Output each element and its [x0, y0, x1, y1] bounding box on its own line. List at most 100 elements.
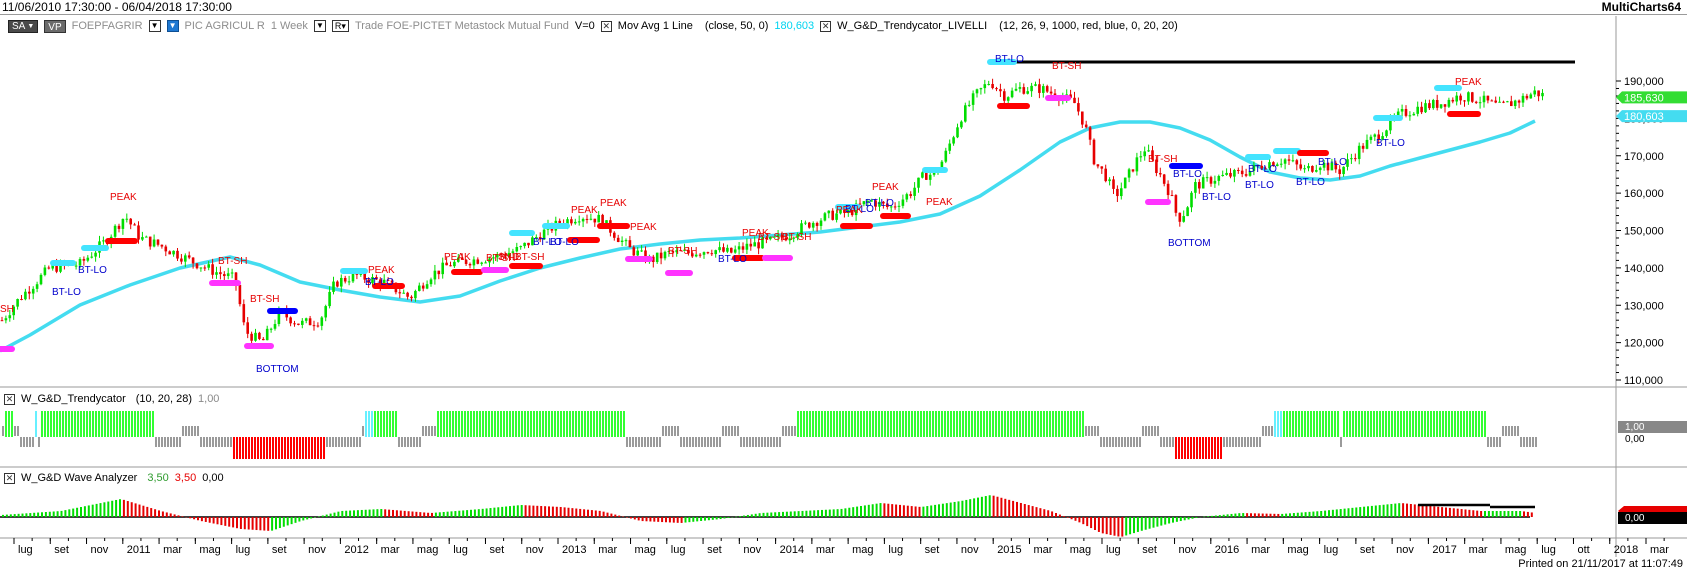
price-bar-body [1428, 103, 1431, 109]
wave-bar [852, 507, 855, 517]
close-icon[interactable]: ✕ [820, 20, 832, 32]
wave-bar [403, 510, 406, 517]
wave-bar [602, 511, 605, 517]
vp-button[interactable]: VP [44, 19, 66, 33]
trend-bar [134, 411, 136, 437]
trend-bar [32, 437, 34, 447]
wave-bar [524, 505, 527, 517]
price-bar-body [1299, 164, 1302, 169]
trend-bar [251, 437, 253, 459]
resolution-dropdown-icon[interactable]: ▼ [313, 20, 326, 32]
trend-bar [137, 411, 139, 437]
r-dropdown[interactable]: R▾ [331, 20, 349, 32]
time-axis[interactable]: lug set nov 2011 mar mag lug set nov 2012 mar mag lu… [13, 538, 1669, 556]
wave-bar [770, 512, 773, 517]
price-bar-body [168, 251, 171, 255]
price-bar-body [406, 292, 409, 297]
wave-bar [567, 507, 570, 517]
wave-bar [1191, 517, 1194, 519]
wave-bar [1480, 511, 1483, 517]
indicator2-params: (12, 26, 9, 1000, red, blue, 0, 20, 20) [999, 20, 1178, 32]
trend-bar [491, 411, 493, 437]
trend-bar [1388, 411, 1390, 437]
time-tick-label: lug [1541, 544, 1556, 556]
trend-bar [1082, 411, 1084, 437]
price-bar-body [1435, 100, 1439, 108]
panel2-axis-upper: 1,00 [1625, 422, 1645, 433]
wave-bar [1406, 503, 1408, 517]
price-bar-body [433, 270, 437, 280]
price-bar-body [82, 259, 86, 261]
trend-bar [752, 437, 754, 447]
sa-button[interactable]: SA ▼ [8, 19, 39, 33]
price-bar-body [207, 264, 210, 268]
wave-bar [368, 509, 371, 517]
price-bar-body [667, 251, 671, 253]
trend-bar [1493, 437, 1495, 447]
description-dropdown-icon[interactable]: ▼ [166, 20, 179, 32]
wave-bar [1152, 517, 1155, 528]
trend-bar [983, 411, 985, 437]
wave-bar [528, 505, 531, 517]
trend-bar [392, 411, 394, 437]
price-bar-body [796, 234, 799, 238]
trend-bar [488, 411, 490, 437]
trend-bar [1412, 411, 1414, 437]
wave-bar [1062, 516, 1065, 517]
trend-bar [1445, 411, 1447, 437]
price-bar-body [1307, 165, 1310, 169]
price-bar-body [1303, 168, 1306, 170]
symbol-dropdown-icon[interactable]: ▼ [148, 20, 161, 32]
trend-bar [1421, 411, 1423, 437]
wave-bar [700, 517, 703, 521]
close-icon[interactable]: ✕ [4, 393, 15, 405]
price-bar-body [1346, 159, 1349, 167]
price-bar-body [1018, 87, 1022, 89]
price-bar-body [616, 237, 620, 242]
price-bar-body [203, 267, 207, 269]
trend-bar [1427, 411, 1429, 437]
wave-bar [1094, 517, 1096, 530]
price-bar-body [1287, 159, 1291, 161]
price-bar-body [577, 221, 581, 223]
trend-bar [1436, 411, 1438, 437]
volume-label: V=0 [574, 20, 595, 32]
wave-bar [1429, 505, 1432, 517]
price-bar-body [507, 252, 511, 257]
price-bar-body [1240, 170, 1244, 175]
trend-bar [152, 411, 154, 437]
close-icon[interactable]: ✕ [4, 472, 15, 484]
trend-bar [557, 411, 559, 437]
price-bar-body [59, 262, 62, 272]
trend-bar [920, 411, 922, 437]
trend-bar [590, 411, 592, 437]
price-bar-body [558, 220, 561, 225]
trend-bar [428, 426, 430, 436]
trend-bar [68, 411, 70, 437]
price-bar-body [1318, 167, 1322, 171]
trend-bar [617, 411, 619, 437]
price-bar-body [152, 239, 156, 247]
wave-bar [216, 517, 219, 525]
price-bar-body [1049, 91, 1053, 94]
wave-bar [1269, 513, 1272, 517]
price-bar-body [745, 243, 749, 250]
close-icon[interactable]: ✕ [600, 20, 612, 32]
trend-bar [716, 437, 718, 447]
trend-bar [119, 411, 121, 437]
trend-bar [1199, 437, 1201, 459]
price-bar-body [1517, 100, 1521, 103]
wave-bar [154, 509, 157, 517]
wave-bar [1526, 511, 1529, 517]
price-bar-body [847, 209, 850, 213]
wave-bar [119, 499, 121, 517]
price-bar-body [191, 257, 195, 264]
price-bar-body [960, 121, 963, 128]
wave-bar [766, 512, 769, 517]
wave-bar [380, 509, 383, 517]
price-bar-body [819, 220, 823, 226]
price-bar-body [347, 281, 351, 283]
trend-bar [929, 411, 931, 437]
wave-bar [290, 517, 293, 525]
